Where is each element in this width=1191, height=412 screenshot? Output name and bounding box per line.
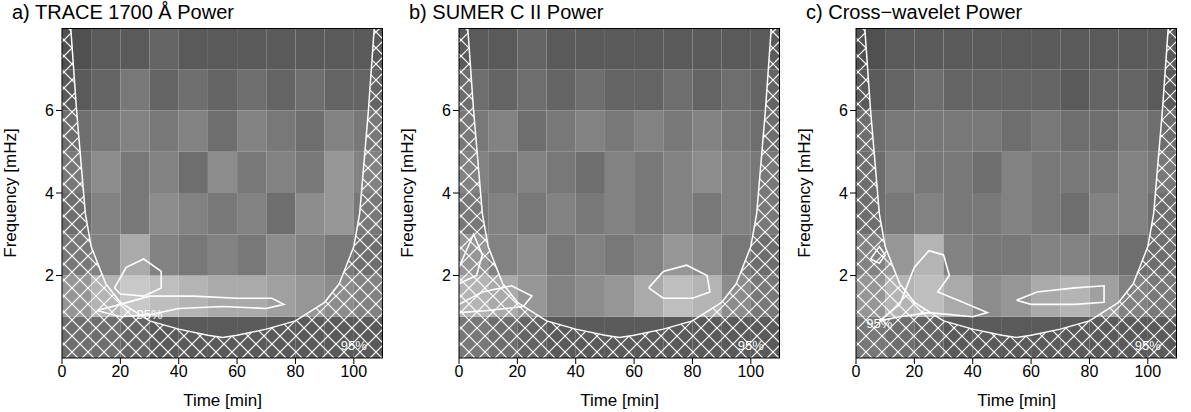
svg-text:40: 40 bbox=[964, 363, 982, 380]
svg-text:20: 20 bbox=[508, 363, 526, 380]
svg-text:2: 2 bbox=[442, 267, 451, 284]
svg-text:95%: 95% bbox=[738, 338, 764, 353]
svg-text:100: 100 bbox=[340, 363, 367, 380]
svg-text:0: 0 bbox=[455, 363, 464, 380]
svg-text:2: 2 bbox=[839, 267, 848, 284]
svg-text:2: 2 bbox=[45, 267, 54, 284]
svg-text:0: 0 bbox=[58, 363, 67, 380]
svg-text:100: 100 bbox=[737, 363, 764, 380]
svg-text:40: 40 bbox=[170, 363, 188, 380]
svg-text:95%: 95% bbox=[866, 316, 892, 331]
svg-text:Frequency [mHz]: Frequency [mHz] bbox=[398, 128, 417, 257]
svg-text:60: 60 bbox=[228, 363, 246, 380]
svg-text:80: 80 bbox=[1081, 363, 1099, 380]
svg-text:Frequency [mHz]: Frequency [mHz] bbox=[795, 128, 814, 257]
html-text:a) TRACE 1700 Å Power: a) TRACE 1700 Å Power bbox=[12, 1, 234, 23]
svg-text:6: 6 bbox=[45, 102, 54, 119]
svg-text:95%: 95% bbox=[137, 307, 163, 322]
svg-text:4: 4 bbox=[442, 185, 451, 202]
svg-text:20: 20 bbox=[111, 363, 129, 380]
svg-text:Time [min]: Time [min] bbox=[183, 391, 262, 410]
svg-text:60: 60 bbox=[625, 363, 643, 380]
svg-text:6: 6 bbox=[839, 102, 848, 119]
svg-text:80: 80 bbox=[684, 363, 702, 380]
svg-text:100: 100 bbox=[1134, 363, 1161, 380]
svg-text:6: 6 bbox=[442, 102, 451, 119]
svg-text:95%: 95% bbox=[341, 338, 367, 353]
svg-text:0: 0 bbox=[852, 363, 861, 380]
svg-text:4: 4 bbox=[839, 185, 848, 202]
svg-text:60: 60 bbox=[1022, 363, 1040, 380]
svg-text:4: 4 bbox=[45, 185, 54, 202]
svg-text:Frequency [mHz]: Frequency [mHz] bbox=[1, 128, 20, 257]
svg-text:95%: 95% bbox=[1135, 338, 1161, 353]
svg-text:Time [min]: Time [min] bbox=[977, 391, 1056, 410]
svg-text:Time [min]: Time [min] bbox=[580, 391, 659, 410]
svg-text:40: 40 bbox=[567, 363, 585, 380]
svg-text:20: 20 bbox=[905, 363, 923, 380]
html-text:c) Cross−wavelet Power: c) Cross−wavelet Power bbox=[806, 1, 1023, 23]
svg-text:80: 80 bbox=[287, 363, 305, 380]
html-text:b) SUMER C II Power: b) SUMER C II Power bbox=[409, 1, 604, 23]
